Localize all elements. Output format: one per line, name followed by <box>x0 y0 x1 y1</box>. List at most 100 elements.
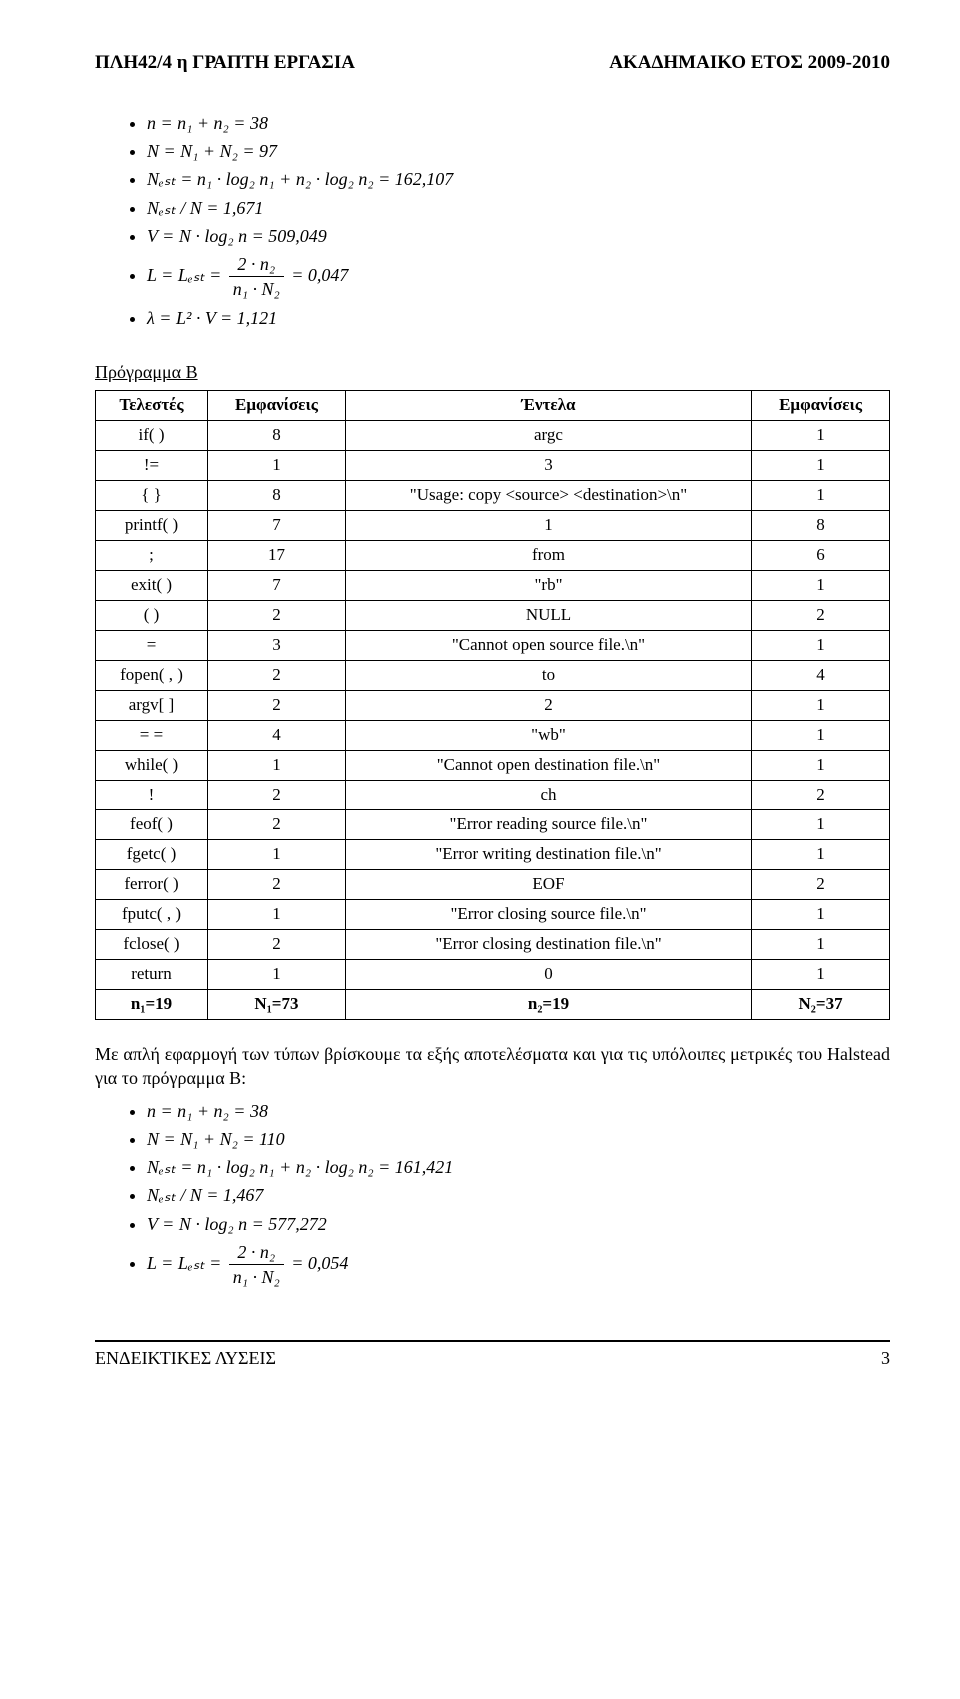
table-cell: ! <box>96 780 208 810</box>
table-cell: = <box>96 630 208 660</box>
paragraph-b: Με απλή εφαρμογή των τύπων βρίσκουμε τα … <box>95 1042 890 1091</box>
table-cell: 1 <box>752 900 890 930</box>
table-cell: 0 <box>345 960 751 990</box>
metrics-list-b: n = n₁ + n₂ = 38 N = N₁ + N₂ = 110 Nₑₛₜ … <box>125 1099 890 1290</box>
table-cell: 2 <box>208 930 346 960</box>
table-cell: while( ) <box>96 750 208 780</box>
metric-item: Nₑₛₜ = n₁ · log₂ n₁ + n₂ · log₂ n₂ = 161… <box>147 1155 890 1179</box>
table-summary-cell: n₁=19 <box>96 990 208 1020</box>
table-cell: fputc( , ) <box>96 900 208 930</box>
table-row: ( )2NULL2 <box>96 600 890 630</box>
table-cell: 1 <box>752 570 890 600</box>
table-row: fputc( , ) 1"Error closing source file.\n… <box>96 900 890 930</box>
col-op-count: Εμφανίσεις <box>208 391 346 421</box>
col-operators: Τελεστές <box>96 391 208 421</box>
table-cell: 2 <box>752 780 890 810</box>
table-cell: 1 <box>752 810 890 840</box>
table-cell: from <box>345 541 751 571</box>
table-row: argv[ ]221 <box>96 690 890 720</box>
table-cell: 2 <box>752 870 890 900</box>
table-row: !2ch2 <box>96 780 890 810</box>
table-row: fgetc( ) 1"Error writing destination file… <box>96 840 890 870</box>
table-cell: 1 <box>752 451 890 481</box>
metric-item: L = Lₑₛₜ = 2 · n₂n₁ · N₂ = 0,054 <box>147 1240 890 1290</box>
table-row: return101 <box>96 960 890 990</box>
page-header: ΠΛΗ42/4 η ΓΡΑΠΤΗ ΕΡΓΑΣΙΑ ΑΚΑΔΗΜΑΙΚΟ ΕΤΟΣ… <box>95 50 890 76</box>
table-cell: to <box>345 660 751 690</box>
table-cell: 4 <box>208 720 346 750</box>
table-cell: { } <box>96 481 208 511</box>
table-cell: 4 <box>752 660 890 690</box>
table-cell: "Error closing source file.\n" <box>345 900 751 930</box>
metric-item: n = n₁ + n₂ = 38 <box>147 111 890 135</box>
table-cell: 8 <box>208 421 346 451</box>
table-summary-cell: n₂=19 <box>345 990 751 1020</box>
table-cell: 3 <box>208 630 346 660</box>
table-cell: fgetc( ) <box>96 840 208 870</box>
table-cell: argc <box>345 421 751 451</box>
table-cell: feof( ) <box>96 810 208 840</box>
table-cell: exit( ) <box>96 570 208 600</box>
table-cell: 2 <box>208 690 346 720</box>
table-cell: if( ) <box>96 421 208 451</box>
metrics-list-a: n = n₁ + n₂ = 38 N = N₁ + N₂ = 97 Nₑₛₜ =… <box>125 111 890 330</box>
table-cell: 1 <box>752 840 890 870</box>
header-left: ΠΛΗ42/4 η ΓΡΑΠΤΗ ΕΡΓΑΣΙΑ <box>95 50 355 76</box>
footer-page-number: 3 <box>881 1346 890 1370</box>
table-row: feof( )2"Error reading source file.\n"1 <box>96 810 890 840</box>
metric-item: Nₑₛₜ / N = 1,467 <box>147 1183 890 1207</box>
table-cell: 6 <box>752 541 890 571</box>
table-cell: ; <box>96 541 208 571</box>
col-operands: Έντελα <box>345 391 751 421</box>
table-cell: "Error closing destination file.\n" <box>345 930 751 960</box>
table-cell: 1 <box>752 960 890 990</box>
table-cell: 2 <box>208 600 346 630</box>
header-right: ΑΚΑΔΗΜΑΙΚΟ ΕΤΟΣ 2009-2010 <box>609 50 890 76</box>
table-cell: "Usage: copy <source> <destination>\n" <box>345 481 751 511</box>
table-row: { }8"Usage: copy <source> <destination>\… <box>96 481 890 511</box>
table-cell: 3 <box>345 451 751 481</box>
table-cell: 1 <box>752 690 890 720</box>
table-cell: 2 <box>208 660 346 690</box>
table-summary-row: n₁=19N₁=73n₂=19N₂=37 <box>96 990 890 1020</box>
metric-item: λ = L² · V = 1,121 <box>147 306 890 330</box>
table-summary-cell: N₁=73 <box>208 990 346 1020</box>
table-row: if( )8argc1 <box>96 421 890 451</box>
table-cell: "Cannot open destination file.\n" <box>345 750 751 780</box>
table-row: !=131 <box>96 451 890 481</box>
metric-item: n = n₁ + n₂ = 38 <box>147 1099 890 1123</box>
table-row: =3"Cannot open source file.\n"1 <box>96 630 890 660</box>
footer-left: ΕΝΔΕΙΚΤΙΚΕΣ ΛΥΣΕΙΣ <box>95 1346 276 1370</box>
table-cell: ch <box>345 780 751 810</box>
metric-item: V = N · log₂ n = 577,272 <box>147 1212 890 1236</box>
table-row: printf( )718 <box>96 511 890 541</box>
table-cell: 1 <box>208 750 346 780</box>
table-cell: 1 <box>752 930 890 960</box>
table-cell: fclose( ) <box>96 930 208 960</box>
table-cell: 1 <box>752 630 890 660</box>
table-summary-cell: N₂=37 <box>752 990 890 1020</box>
table-cell: 8 <box>208 481 346 511</box>
table-cell: fopen( , ) <box>96 660 208 690</box>
table-row: ferror( )2EOF2 <box>96 870 890 900</box>
table-cell: "wb" <box>345 720 751 750</box>
table-cell: 1 <box>752 421 890 451</box>
table-cell: 2 <box>752 600 890 630</box>
table-cell: 1 <box>345 511 751 541</box>
table-cell: 2 <box>345 690 751 720</box>
table-cell: printf( ) <box>96 511 208 541</box>
metric-item: N = N₁ + N₂ = 110 <box>147 1127 890 1151</box>
page-footer: ΕΝΔΕΙΚΤΙΚΕΣ ΛΥΣΕΙΣ 3 <box>95 1340 890 1370</box>
table-row: exit( )7"rb"1 <box>96 570 890 600</box>
table-cell: "Error writing destination file.\n" <box>345 840 751 870</box>
table-row: ;17from6 <box>96 541 890 571</box>
table-cell: 1 <box>752 481 890 511</box>
metric-item: Nₑₛₜ = n₁ · log₂ n₁ + n₂ · log₂ n₂ = 162… <box>147 167 890 191</box>
table-cell: 17 <box>208 541 346 571</box>
table-cell: = = <box>96 720 208 750</box>
table-cell: 1 <box>208 960 346 990</box>
table-row: fclose( )2"Error closing destination fil… <box>96 930 890 960</box>
table-row: while( )1"Cannot open destination file.\… <box>96 750 890 780</box>
halstead-table: Τελεστές Εμφανίσεις Έντελα Εμφανίσεις if… <box>95 390 890 1020</box>
table-row: fopen( , )2to4 <box>96 660 890 690</box>
